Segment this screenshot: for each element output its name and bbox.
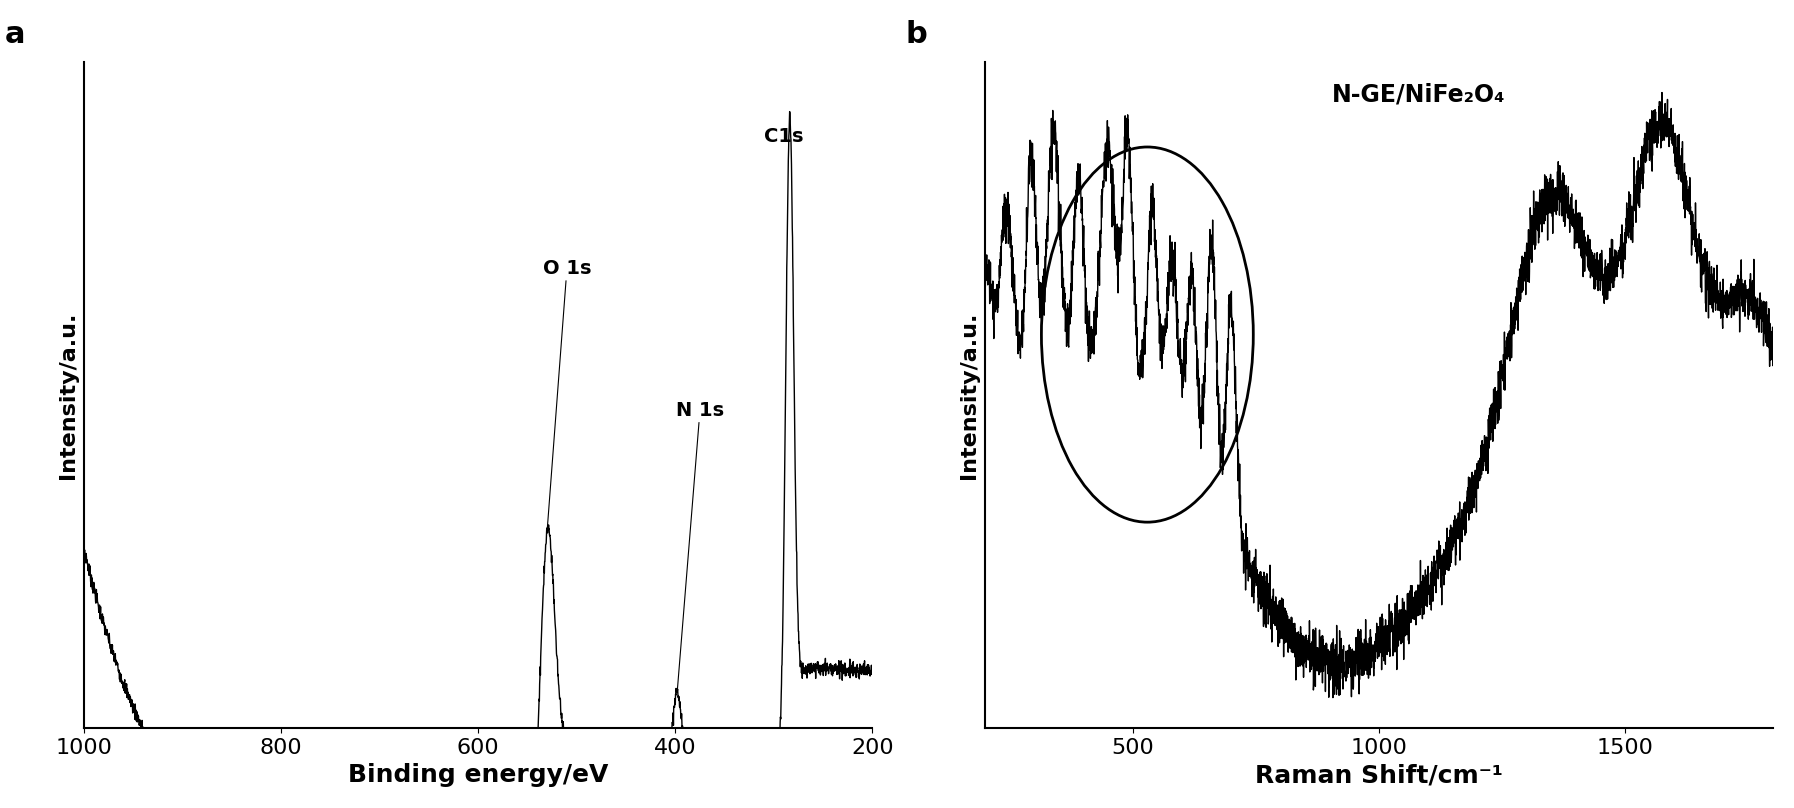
Text: C1s: C1s	[764, 127, 804, 145]
Y-axis label: Intensity/a.u.: Intensity/a.u.	[59, 311, 79, 479]
X-axis label: Raman Shift/cm⁻¹: Raman Shift/cm⁻¹	[1256, 764, 1503, 787]
X-axis label: Binding energy/eV: Binding energy/eV	[348, 764, 608, 787]
Text: O 1s: O 1s	[544, 259, 592, 529]
Text: N 1s: N 1s	[676, 401, 725, 691]
Text: a: a	[5, 20, 25, 49]
Text: b: b	[906, 20, 927, 49]
Text: N-GE/NiFe₂O₄: N-GE/NiFe₂O₄	[1331, 82, 1505, 106]
Y-axis label: Intensity/a.u.: Intensity/a.u.	[960, 311, 980, 479]
